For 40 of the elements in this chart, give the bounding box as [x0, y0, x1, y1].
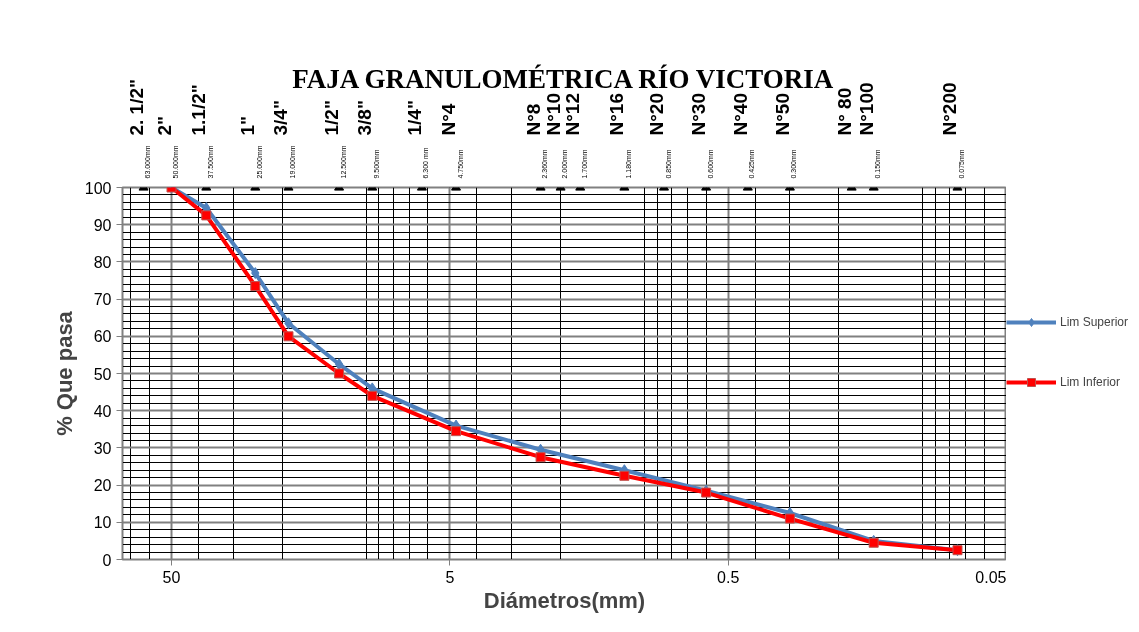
- annotation: N°40: [729, 93, 751, 136]
- y-tick-label: 100: [84, 179, 112, 197]
- annotation: 2": [153, 115, 175, 136]
- y-axis-title: % Que pasa: [51, 310, 77, 436]
- annotation: N°20: [646, 93, 668, 136]
- y-tick-label: 10: [93, 514, 112, 532]
- y-tick-label: 20: [93, 477, 112, 495]
- y-tick-label: 90: [93, 216, 112, 234]
- y-tick-label: 40: [93, 402, 112, 420]
- chart-title: FAJA GRANULOMÉTRICA RÍO VICTORIA: [292, 63, 834, 94]
- x-tick-label: 0.05: [975, 568, 1007, 586]
- annotation: 1/2": [321, 100, 343, 136]
- y-tick-label: 0: [102, 551, 112, 569]
- x-axis-title: Diámetros(mm): [483, 587, 646, 613]
- y-tick-label: 70: [93, 291, 112, 309]
- annotation: N°30: [688, 93, 710, 136]
- x-tick-label: 0.5: [717, 568, 740, 586]
- x-tick-label: 50: [162, 568, 181, 586]
- annotation: N°10: [542, 93, 564, 136]
- annotation: N°200: [939, 82, 961, 136]
- legend-label: Lim Inferior: [1060, 375, 1121, 389]
- annotation: N°16: [606, 93, 628, 136]
- annotation: N° 80: [833, 87, 855, 136]
- annotation: N°12: [562, 93, 584, 136]
- y-tick-label: 80: [93, 253, 112, 271]
- y-tick-label: 30: [93, 439, 112, 457]
- annotation: 2. 1/2": [125, 78, 147, 136]
- annotation: N°50: [771, 93, 793, 136]
- annotation: N°8: [522, 103, 544, 136]
- annotation: N°4: [438, 103, 460, 136]
- legend-label: Lim Superior: [1060, 315, 1129, 329]
- annotation: N°100: [855, 82, 877, 136]
- annotation: 1": [237, 115, 259, 136]
- annotation: 1.1/2": [188, 84, 210, 136]
- annotation: 1/4": [403, 100, 425, 136]
- x-tick-label: 5: [445, 568, 455, 586]
- annotation: 3/4": [270, 100, 292, 136]
- annotation: 3/8": [354, 100, 376, 136]
- y-tick-label: 60: [93, 328, 112, 346]
- y-tick-label: 50: [93, 365, 112, 383]
